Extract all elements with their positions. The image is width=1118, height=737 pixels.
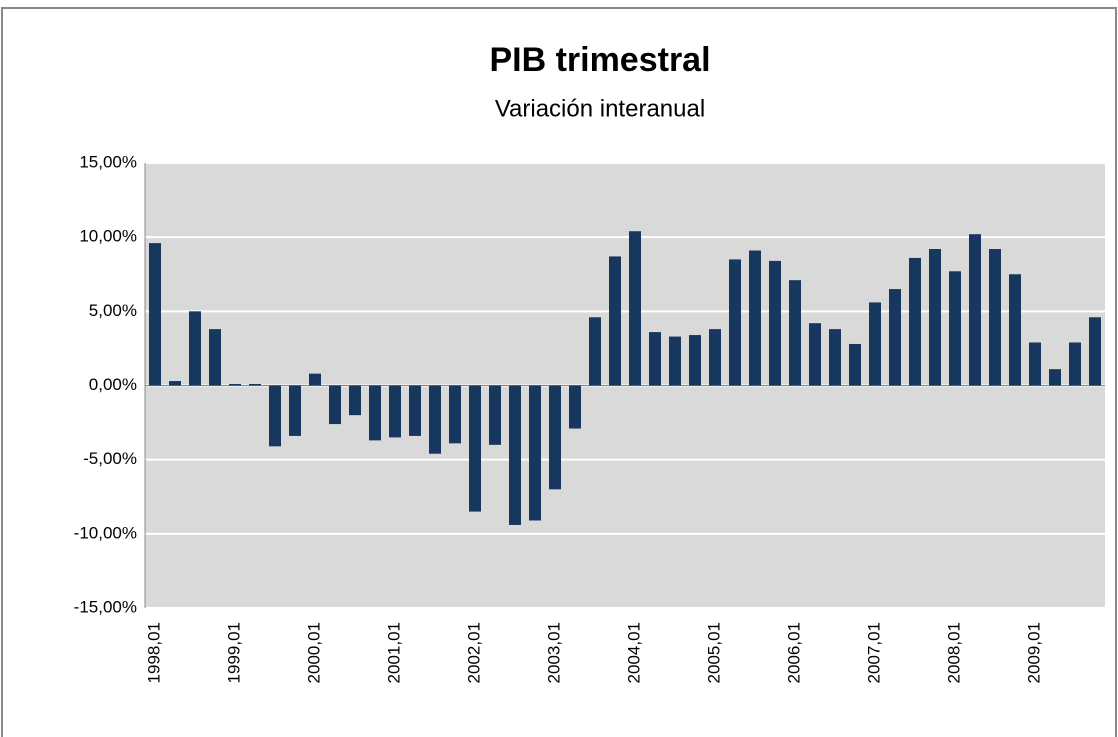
bar — [749, 250, 761, 386]
bar — [589, 317, 601, 386]
x-tick-label: 2006,01 — [784, 622, 803, 683]
y-tick-label: 10,00% — [79, 227, 137, 246]
bar — [529, 385, 541, 521]
bar — [549, 385, 561, 490]
bar — [769, 260, 781, 386]
x-tick-label: 2005,01 — [704, 622, 723, 683]
bar — [709, 329, 721, 386]
bar — [809, 323, 821, 386]
bar — [829, 329, 841, 386]
bar — [729, 259, 741, 386]
bar — [429, 385, 441, 454]
bar — [229, 384, 241, 386]
y-tick-label: 15,00% — [79, 152, 137, 171]
bar — [569, 385, 581, 429]
bar — [889, 289, 901, 386]
x-tick-label: 2001,01 — [384, 622, 403, 683]
x-tick-label: 2003,01 — [544, 622, 563, 683]
bar — [269, 385, 281, 447]
bar — [329, 385, 341, 425]
x-tick-label: 2009,01 — [1024, 622, 1043, 683]
bar — [969, 234, 981, 386]
bar — [349, 385, 361, 416]
bar — [309, 373, 321, 386]
bar — [689, 335, 701, 386]
bar — [209, 329, 221, 386]
bar — [869, 302, 881, 386]
bar — [629, 231, 641, 386]
bar — [1089, 317, 1101, 386]
bar — [909, 257, 921, 386]
bar — [1049, 369, 1061, 386]
chart-title: PIB trimestral — [489, 41, 710, 79]
bar — [989, 249, 1001, 386]
y-tick-label: 5,00% — [89, 301, 137, 320]
x-tick-label: 1999,01 — [224, 622, 243, 683]
y-tick-label: 0,00% — [89, 375, 137, 394]
x-tick-label: 1998,01 — [144, 622, 163, 683]
bar — [169, 381, 181, 386]
bar — [1069, 342, 1081, 386]
bar — [389, 385, 401, 438]
x-tick-label: 2000,01 — [304, 622, 323, 683]
bar — [469, 385, 481, 512]
bar — [149, 243, 161, 386]
bar — [369, 385, 381, 441]
bar — [489, 385, 501, 445]
bar — [609, 256, 621, 386]
x-tick-label: 2007,01 — [864, 622, 883, 683]
bar — [1029, 342, 1041, 386]
bar — [649, 332, 661, 386]
bar — [949, 271, 961, 386]
bar — [929, 249, 941, 386]
bar — [249, 384, 261, 386]
bar — [449, 385, 461, 444]
bar — [409, 385, 421, 436]
y-tick-label: -10,00% — [74, 523, 137, 542]
x-tick-label: 2002,01 — [464, 622, 483, 683]
bar — [189, 311, 201, 386]
bar — [1009, 274, 1021, 386]
bar — [289, 385, 301, 436]
bar — [509, 385, 521, 525]
y-tick-label: -5,00% — [83, 449, 137, 468]
bar — [669, 336, 681, 386]
chart-subtitle: Variación interanual — [495, 95, 705, 122]
y-tick-label: -15,00% — [74, 597, 137, 616]
x-tick-label: 2004,01 — [624, 622, 643, 683]
bar — [789, 280, 801, 386]
x-tick-label: 2008,01 — [944, 622, 963, 683]
bar — [849, 343, 861, 386]
